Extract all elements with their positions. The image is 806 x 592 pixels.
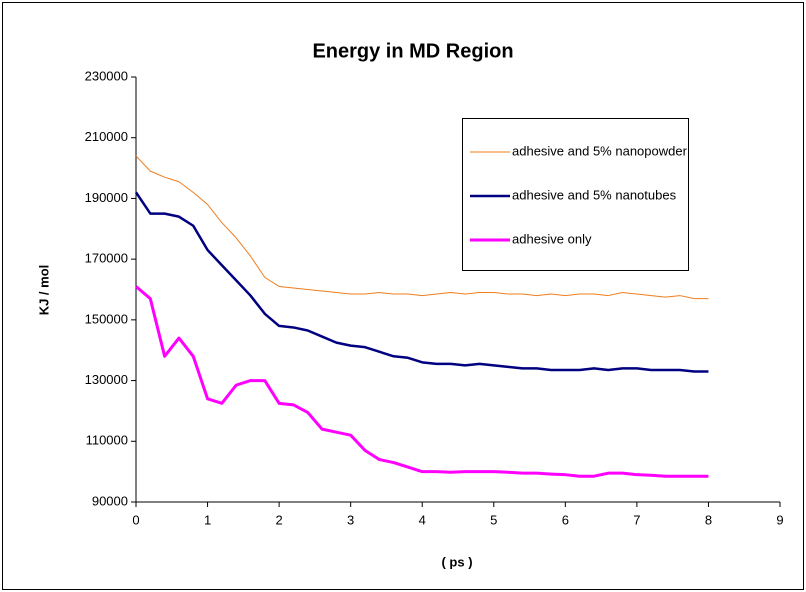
y-tick-label: 130000 — [85, 372, 128, 387]
x-tick-label: 6 — [562, 512, 569, 527]
legend-label: adhesive and 5% nanotubes — [512, 187, 677, 202]
y-tick-label: 210000 — [85, 129, 128, 144]
y-tick-label: 230000 — [85, 68, 128, 83]
x-tick-label: 9 — [776, 512, 783, 527]
y-tick-label: 170000 — [85, 251, 128, 266]
y-tick-label: 90000 — [92, 493, 128, 508]
y-axis-label: KJ / mol — [36, 265, 51, 316]
x-tick-label: 2 — [275, 512, 282, 527]
x-tick-label: 0 — [132, 512, 139, 527]
series-line — [135, 155, 709, 300]
legend-box — [462, 118, 689, 271]
chart-title: Energy in MD Region — [312, 40, 513, 62]
x-tick-label: 8 — [705, 512, 712, 527]
x-tick-label: 5 — [490, 512, 497, 527]
series-line — [134, 191, 709, 373]
x-tick-label: 4 — [419, 512, 426, 527]
legend-label: adhesive and 5% nanopowder — [512, 143, 688, 158]
y-tick-label: 190000 — [85, 190, 128, 205]
y-tick-label: 110000 — [86, 433, 128, 448]
x-tick-label: 3 — [347, 512, 354, 527]
x-tick-label: 1 — [204, 512, 211, 527]
legend: adhesive and 5% nanopowder adhesive and 5… — [462, 118, 689, 271]
series-line — [135, 285, 709, 478]
x-tick-label: 7 — [633, 512, 640, 527]
y-tick-label: 150000 — [85, 311, 128, 326]
legend-label: adhesive only — [512, 231, 592, 246]
x-axis-label: ( ps ) — [441, 554, 472, 569]
